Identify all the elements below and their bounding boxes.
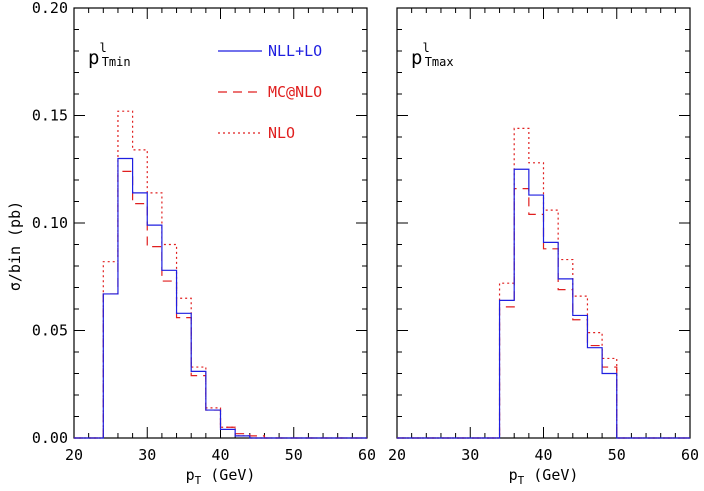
x-tick-label: 20 — [65, 446, 83, 464]
x-tick-label: 40 — [211, 446, 229, 464]
y-tick-label: 0.15 — [32, 107, 68, 125]
x-tick-label: 20 — [388, 446, 406, 464]
x-axis-label: pT (GeV) — [186, 466, 256, 487]
series-nll-lo — [74, 157, 367, 439]
panel-tmin: 20 30 40 50 60 0.00 0.05 0.10 0.15 0.20 pT (GeV) pl… — [32, 0, 376, 487]
panel-label: pl Tmax — [411, 41, 454, 69]
x-tick-label: 50 — [608, 446, 626, 464]
x-tick-label: 30 — [138, 446, 156, 464]
series-nlo — [397, 127, 690, 439]
x-tick-label: 50 — [285, 446, 303, 464]
x-tick-label: 40 — [534, 446, 552, 464]
y-tick-label: 0.05 — [32, 322, 68, 340]
legend-label: MC@NLO — [268, 83, 322, 101]
x-axis-label: pT (GeV) — [509, 466, 579, 487]
y-tick-label: 0.00 — [32, 429, 68, 447]
legend: NLL+LO MC@NLO NLO — [218, 42, 322, 142]
series-nll-lo — [397, 168, 690, 439]
x-tick-label: 60 — [358, 446, 376, 464]
y-axis-label: σ/bin (pb) — [6, 201, 24, 291]
panel-tmax: 20 30 40 50 60 pT (GeV) pl Tmax — [388, 7, 699, 487]
x-tick-label: 60 — [681, 446, 699, 464]
panel-label: pl Tmin — [88, 41, 131, 69]
y-tick-label: 0.10 — [32, 214, 68, 232]
legend-label: NLO — [268, 124, 295, 142]
y-tick-label: 0.20 — [32, 0, 68, 17]
legend-label: NLL+LO — [268, 42, 322, 60]
x-tick-label: 30 — [461, 446, 479, 464]
